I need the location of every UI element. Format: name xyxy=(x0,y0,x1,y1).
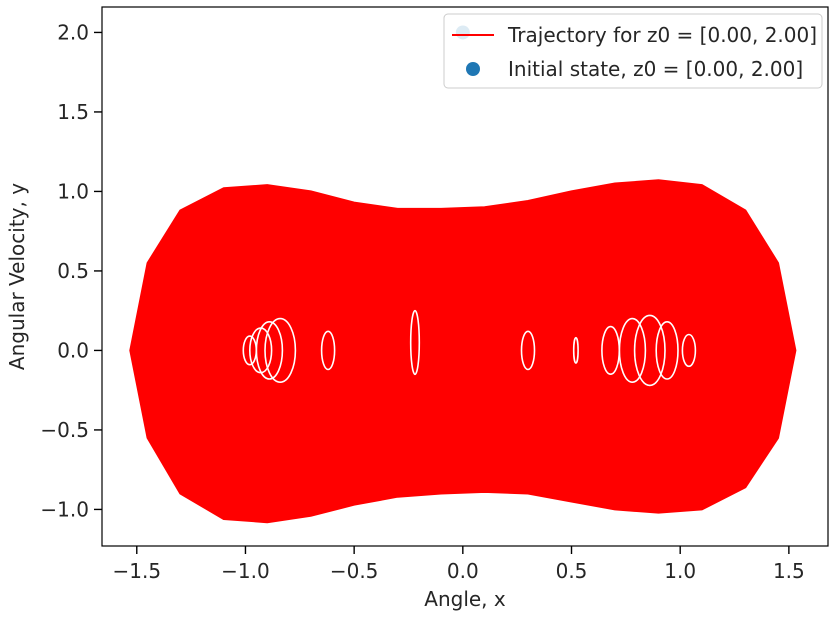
y-tick-label: −1.0 xyxy=(40,497,89,521)
x-axis-label: Angle, x xyxy=(424,587,506,611)
trajectory-gap xyxy=(255,320,284,380)
trajectory-series xyxy=(129,179,797,524)
y-tick-label: −0.5 xyxy=(40,418,89,442)
x-tick-label: −1.5 xyxy=(112,559,161,583)
trajectory-gap xyxy=(618,317,647,384)
y-tick-label: 0.5 xyxy=(57,259,89,283)
plot-area xyxy=(129,25,797,524)
trajectory-gap xyxy=(655,320,679,380)
y-axis-label: Angular Velocity, y xyxy=(5,183,29,370)
trajectory-gap xyxy=(572,336,579,364)
trajectory-gap xyxy=(520,330,536,371)
x-tick-label: 0.0 xyxy=(447,559,479,583)
trajectory-gap xyxy=(409,309,421,376)
y-tick-label: 1.5 xyxy=(57,100,89,124)
x-tick-label: −0.5 xyxy=(330,559,379,583)
legend-dot-swatch xyxy=(466,62,480,76)
legend-box xyxy=(443,13,823,89)
x-tick-label: 1.0 xyxy=(664,559,696,583)
legend-label: Initial state, z0 = [0.00, 2.00] xyxy=(508,57,803,81)
legend-label: Trajectory for z0 = [0.00, 2.00] xyxy=(507,23,817,47)
trajectory-gap xyxy=(264,317,297,384)
y-tick-label: 1.0 xyxy=(57,179,89,203)
axes: −1.5 −1.0 −0.5 0.0 0.5 1.0 1.5 −1.0 −0.5 0.0 0.5 1.… xyxy=(40,20,804,583)
legend: Trajectory for z0 = [0.00, 2.00] Initial … xyxy=(443,13,823,89)
trajectory-gap xyxy=(320,330,336,371)
trajectory-gap xyxy=(681,333,697,368)
x-tick-label: 0.5 xyxy=(556,559,588,583)
y-tick-label: 0.0 xyxy=(57,338,89,362)
trajectory-gap xyxy=(633,314,666,387)
x-tick-label: −1.0 xyxy=(221,559,270,583)
x-tick-label: 1.5 xyxy=(773,559,805,583)
y-tick-label: 2.0 xyxy=(57,20,89,44)
axes-frame xyxy=(101,6,829,547)
